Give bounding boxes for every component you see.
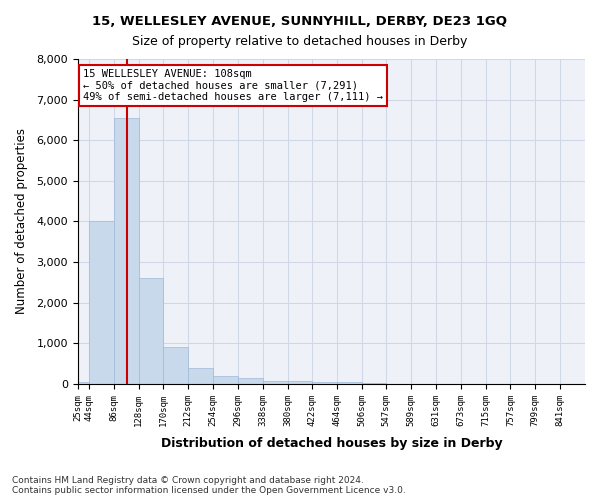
Text: Contains HM Land Registry data © Crown copyright and database right 2024.
Contai: Contains HM Land Registry data © Crown c… bbox=[12, 476, 406, 495]
Bar bbox=[313, 382, 337, 384]
Text: Size of property relative to detached houses in Derby: Size of property relative to detached ho… bbox=[133, 35, 467, 48]
Bar bbox=[263, 380, 287, 384]
Bar bbox=[362, 383, 386, 384]
Y-axis label: Number of detached properties: Number of detached properties bbox=[15, 128, 28, 314]
Bar bbox=[337, 382, 362, 384]
Text: 15 WELLESLEY AVENUE: 108sqm
← 50% of detached houses are smaller (7,291)
49% of : 15 WELLESLEY AVENUE: 108sqm ← 50% of det… bbox=[83, 68, 383, 102]
Bar bbox=[89, 222, 114, 384]
Bar bbox=[188, 368, 213, 384]
Bar bbox=[163, 348, 188, 384]
Bar bbox=[139, 278, 163, 384]
Bar bbox=[287, 382, 313, 384]
Bar bbox=[114, 118, 139, 384]
Bar bbox=[238, 378, 263, 384]
Text: 15, WELLESLEY AVENUE, SUNNYHILL, DERBY, DE23 1GQ: 15, WELLESLEY AVENUE, SUNNYHILL, DERBY, … bbox=[92, 15, 508, 28]
Bar bbox=[77, 382, 89, 384]
X-axis label: Distribution of detached houses by size in Derby: Distribution of detached houses by size … bbox=[161, 437, 502, 450]
Bar bbox=[213, 376, 238, 384]
